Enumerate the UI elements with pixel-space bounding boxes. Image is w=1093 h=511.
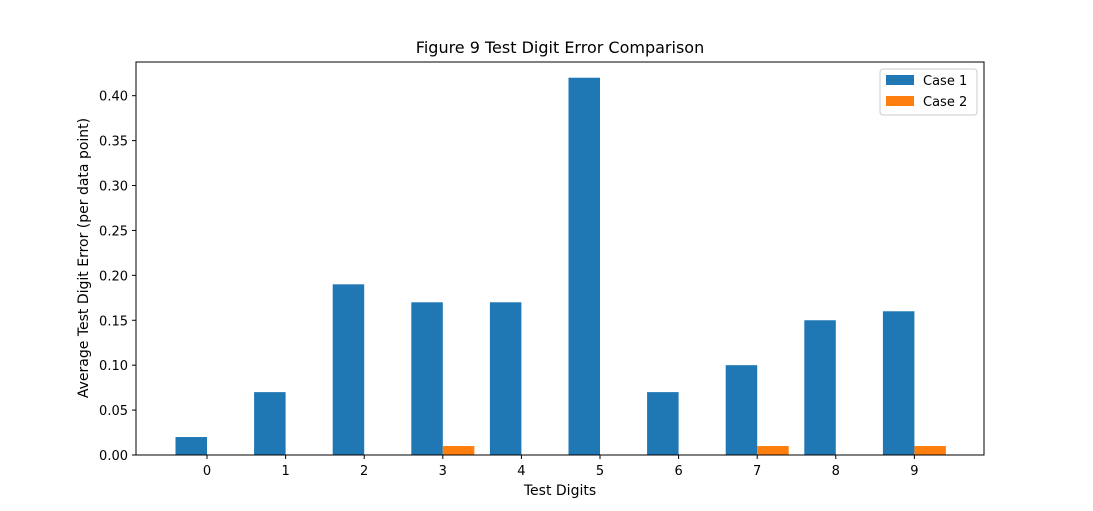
- y-tick-label: 0.00: [99, 449, 128, 464]
- x-tick-label: 2: [360, 464, 368, 479]
- x-tick-label: 1: [281, 464, 289, 479]
- bar-case-1-7: [725, 365, 758, 455]
- y-tick-label: 0.15: [99, 314, 128, 329]
- x-tick-label: 4: [517, 464, 525, 479]
- bar-case-1-0: [175, 437, 207, 455]
- bar-case-1-5: [568, 77, 600, 455]
- bar-case-2-7: [757, 446, 789, 455]
- x-tick-label: 3: [439, 464, 447, 479]
- chart-title: Figure 9 Test Digit Error Comparison: [416, 38, 704, 57]
- y-tick-label: 0.35: [99, 135, 128, 150]
- bar-case-1-4: [489, 302, 522, 455]
- bar-case-2-9: [914, 446, 946, 455]
- legend-label-case-2: Case 2: [923, 95, 967, 110]
- y-tick-label: 0.20: [99, 269, 128, 284]
- bar-case-1-1: [254, 392, 286, 455]
- bar-case-1-9: [882, 311, 915, 455]
- x-tick-label: 9: [910, 464, 918, 479]
- x-tick-label: 5: [596, 464, 604, 479]
- legend: Case 1 Case 2: [879, 68, 978, 116]
- legend-swatch-case-2: [886, 96, 914, 106]
- x-tick-label: 8: [832, 464, 840, 479]
- y-tick-label: 0.05: [99, 404, 128, 419]
- legend-label-case-1: Case 1: [923, 74, 967, 89]
- legend-swatch-case-1: [886, 75, 914, 85]
- bar-case-1-6: [647, 392, 679, 455]
- plot-frame: [135, 61, 985, 456]
- x-tick-label: 7: [753, 464, 761, 479]
- y-tick-label: 0.10: [99, 359, 128, 374]
- x-tick-label: 0: [203, 464, 211, 479]
- y-tick-label: 0.30: [99, 180, 128, 195]
- bar-case-1-8: [804, 320, 836, 455]
- x-axis-label: Test Digits: [523, 483, 596, 499]
- x-tick-label: 6: [674, 464, 682, 479]
- y-tick-label: 0.40: [99, 90, 128, 105]
- bar-case-1-2: [332, 284, 365, 455]
- y-axis-label: Average Test Digit Error (per data point…: [76, 118, 92, 398]
- y-tick-label: 0.25: [99, 224, 128, 239]
- bar-case-1-3: [411, 302, 443, 455]
- bar-case-2-3: [442, 446, 475, 455]
